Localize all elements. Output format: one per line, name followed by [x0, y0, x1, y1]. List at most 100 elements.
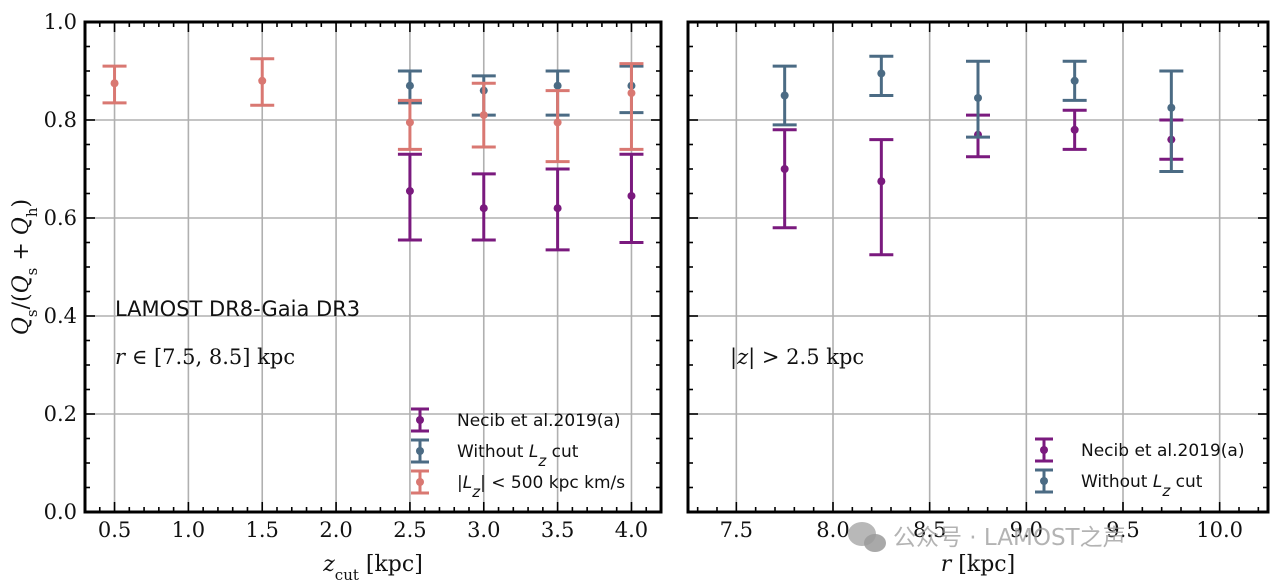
y-tick-label: 0.2 [44, 402, 77, 426]
y-axis-title-part: + [9, 235, 34, 267]
x-tick-label: 0.5 [98, 518, 131, 542]
legend-label-part: z [537, 452, 547, 470]
wechat-bubble-icon [864, 534, 886, 552]
annotation-radius: r ∈ [7.5, 8.5] kpc [115, 345, 295, 369]
right-panel: 7.5 8.0 8.5 9.0 9.5 10.0r [kpc]|z| > 2.5 kpcN… [686, 20, 1270, 577]
legend-label-part: L [463, 473, 472, 493]
legend-marker-point [1040, 446, 1048, 454]
legend-label-part: z [1161, 482, 1171, 500]
y-axis-title-part: ) [9, 199, 34, 208]
data-point [627, 191, 636, 200]
y-tick-label: 0.0 [44, 500, 77, 524]
x-axis-title: zcut [kpc] [322, 552, 423, 584]
data-point [258, 76, 267, 85]
annotation-height-part: | [730, 345, 737, 370]
legend-label-part: Without [457, 442, 529, 462]
x-axis-title: r [kpc] [941, 552, 1015, 577]
x-axis-title-part: r [941, 552, 953, 577]
data-point [479, 204, 488, 213]
legend-label: Necib et al.2019(a) [457, 411, 620, 431]
y-axis-title: Qs/(Qs + Qh) [9, 199, 41, 335]
plot-frame [686, 20, 1270, 514]
x-tick-label: 3.0 [467, 518, 500, 542]
data-point [553, 81, 562, 90]
data-point [1070, 125, 1079, 134]
watermark: 公众号 · LAMOST之声 [848, 522, 1126, 552]
legend-marker-point [1040, 477, 1048, 485]
y-axis-title-part: s [23, 309, 41, 317]
data-point [1167, 103, 1176, 112]
x-axis-title-part: z [322, 552, 335, 577]
legend-marker-point [416, 447, 424, 455]
series-0 [397, 152, 644, 252]
annotation-height: |z| > 2.5 kpc [730, 345, 864, 370]
legend-label: |Lz| < 500 kpc km/s [457, 473, 625, 501]
x-tick-label: 9.5 [1106, 518, 1139, 542]
plot-frame [83, 20, 663, 514]
x-tick-label: 10.0 [1196, 518, 1243, 542]
data-point [780, 165, 789, 173]
y-axis-title-part: Q [9, 217, 34, 235]
data-point [1070, 76, 1079, 85]
x-axis-title-part: [kpc] [359, 552, 423, 577]
data-point [553, 118, 562, 127]
data-point [405, 81, 414, 90]
x-axis-title-part: cut [335, 566, 359, 584]
legend-label-part: Without [1081, 472, 1153, 492]
legend-label-part: Necib et al.2019(a) [1081, 441, 1244, 461]
y-axis-title-group: Qs/(Qs + Qh) [9, 199, 41, 335]
data-point [877, 177, 886, 186]
x-tick-label: 2.5 [393, 518, 426, 542]
left-panel: 0.5 1.0 1.5 2.0 2.5 3.0 3.5 4.0 0.0 0.2 0.4 0.6 0.8 1… [9, 10, 663, 584]
legend-marker-point [416, 416, 424, 424]
legend-label-part: L [1153, 472, 1162, 492]
data-point [627, 89, 636, 98]
y-tick-label: 1.0 [44, 10, 77, 34]
x-tick-label: 2.0 [319, 518, 352, 542]
legend-label-part: | [457, 473, 463, 493]
x-axis-title-part: [kpc] [951, 552, 1015, 577]
legend-label: Without Lz cut [1081, 472, 1203, 500]
series-1 [397, 64, 644, 117]
legend-label-part: cut [1170, 472, 1203, 492]
watermark-text: 公众号 · LAMOST之声 [893, 525, 1126, 551]
x-tick-label: 7.5 [720, 518, 753, 542]
legend: Necib et al.2019(a) Without Lz cut [1035, 437, 1244, 500]
annotation-radius-part: ∈ [7.5, 8.5] kpc [125, 345, 295, 369]
legend-label-part: | < 500 kpc km/s [480, 473, 625, 493]
legend-label-part: cut [546, 442, 579, 462]
legend-label: Necib et al.2019(a) [1081, 441, 1244, 461]
series-2 [102, 57, 644, 164]
y-axis-title-part: /( [9, 293, 34, 309]
data-point [110, 79, 119, 88]
y-axis-title-part: h [23, 207, 41, 217]
annotation-height-part: z [736, 345, 749, 369]
x-tick-label: 8.5 [913, 518, 946, 542]
y-axis-title-part: Q [9, 317, 34, 335]
y-axis-title-part: s [23, 268, 41, 276]
series-0 [772, 108, 1184, 257]
y-tick-label: 0.4 [44, 304, 77, 328]
annotation-radius-part: r [115, 345, 127, 369]
data-point [877, 69, 886, 78]
series-1 [772, 54, 1184, 173]
x-tick-label: 1.0 [172, 518, 205, 542]
x-tick-label: 1.5 [246, 518, 279, 542]
data-point [479, 111, 488, 120]
legend-label-part: z [471, 483, 481, 501]
x-tick-label: 8.0 [816, 518, 849, 542]
data-point [780, 91, 789, 100]
y-tick-label: 0.6 [44, 206, 77, 230]
data-point [405, 187, 414, 196]
y-axis-title-part: Q [9, 275, 34, 293]
data-point [974, 93, 982, 102]
x-tick-label: 4.0 [615, 518, 648, 542]
annotation-survey: LAMOST DR8-Gaia DR3 [115, 297, 360, 321]
data-point [553, 204, 562, 213]
annotation-height-part: | > 2.5 kpc [748, 345, 864, 370]
x-tick-label: 3.5 [541, 518, 574, 542]
legend-label: Without Lz cut [457, 442, 579, 470]
legend: Necib et al.2019(a)Without Lz cut|Lz| < … [411, 407, 625, 501]
legend-marker-point [416, 478, 424, 486]
